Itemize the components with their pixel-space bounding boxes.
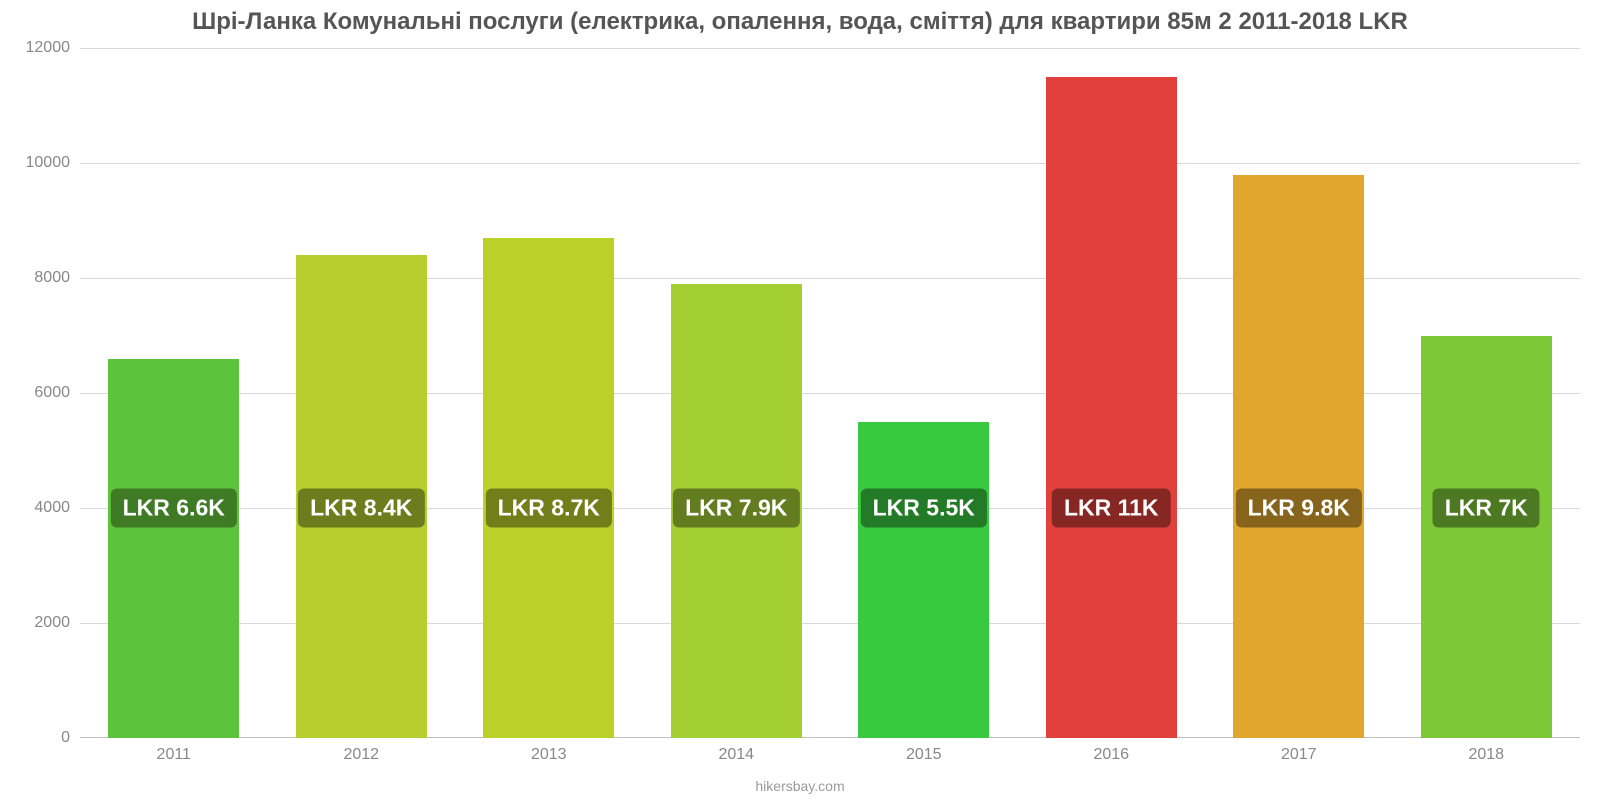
chart-source-footer: hikersbay.com xyxy=(0,778,1600,794)
gridline xyxy=(80,48,1580,49)
y-tick-label: 2000 xyxy=(10,614,70,632)
y-tick-label: 10000 xyxy=(10,154,70,172)
bar-value-label: LKR 8.7K xyxy=(486,489,612,528)
plot-area: LKR 6.6K LKR 8.4K LKR 8.7K LKR 7.9K LKR 5.5K… xyxy=(80,48,1580,738)
bar-value-label: LKR 11K xyxy=(1052,489,1171,528)
x-tick-label: 2011 xyxy=(157,746,191,764)
x-tick-label: 2014 xyxy=(718,746,754,764)
bar xyxy=(858,422,989,738)
x-tick-label: 2015 xyxy=(906,746,942,764)
bar-value-label: LKR 9.8K xyxy=(1236,489,1362,528)
y-tick-label: 0 xyxy=(10,729,70,747)
gridline xyxy=(80,163,1580,164)
bar-value-label: LKR 5.5K xyxy=(861,489,987,528)
bar xyxy=(108,359,239,739)
y-tick-label: 6000 xyxy=(10,384,70,402)
bar-value-label: LKR 7.9K xyxy=(673,489,799,528)
x-tick-label: 2018 xyxy=(1468,746,1504,764)
bar-value-label: LKR 6.6K xyxy=(111,489,237,528)
x-tick-label: 2016 xyxy=(1093,746,1129,764)
x-tick-label: 2013 xyxy=(531,746,567,764)
x-tick-label: 2012 xyxy=(343,746,379,764)
bar-value-label: LKR 7K xyxy=(1433,489,1540,528)
y-tick-label: 12000 xyxy=(10,39,70,57)
chart-container: Шрі-Ланка Комунальні послуги (електрика,… xyxy=(0,0,1600,800)
y-tick-label: 4000 xyxy=(10,499,70,517)
bar-value-label: LKR 8.4K xyxy=(298,489,424,528)
bar xyxy=(1233,175,1364,739)
x-tick-label: 2017 xyxy=(1281,746,1317,764)
bar xyxy=(1046,77,1177,738)
chart-title: Шрі-Ланка Комунальні послуги (електрика,… xyxy=(0,8,1600,36)
bar xyxy=(1421,336,1552,739)
y-tick-label: 8000 xyxy=(10,269,70,287)
